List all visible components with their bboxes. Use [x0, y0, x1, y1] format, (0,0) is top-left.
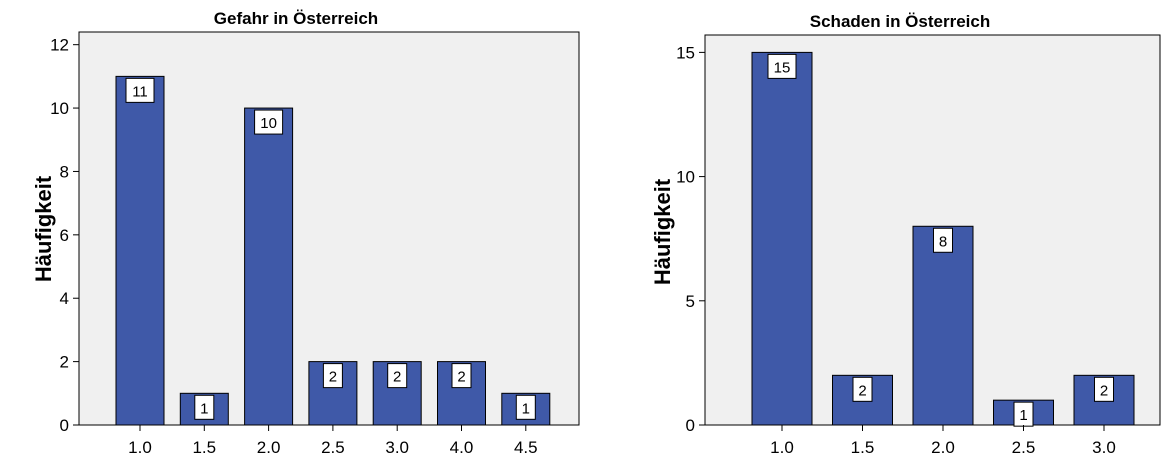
data-label-box	[767, 53, 797, 79]
data-label: 1	[200, 400, 208, 417]
data-label: 8	[939, 233, 947, 250]
data-label-box	[451, 363, 472, 389]
data-label: 2	[457, 369, 465, 386]
data-label-box	[933, 227, 953, 253]
bar	[244, 107, 294, 426]
y-tick-label: 2	[60, 353, 69, 372]
data-label-box	[125, 77, 155, 103]
x-tick-label: 4.5	[514, 438, 538, 457]
data-label-box	[515, 394, 536, 420]
data-label-box	[322, 363, 343, 389]
y-tick-label: 15	[676, 43, 695, 62]
chart-schaden: Schaden in Österreich Häufigkeit 0 5 10 15 …	[650, 12, 1161, 457]
y-axis-label: Häufigkeit	[31, 175, 56, 282]
data-label-box	[387, 363, 408, 389]
x-tick-label: 2.5	[321, 438, 345, 457]
data-label: 10	[260, 115, 277, 132]
chart-title: Gefahr in Österreich	[214, 9, 378, 28]
bars: 15 2 8 1 2	[751, 51, 1135, 427]
y-tick-label: 12	[50, 36, 69, 55]
x-tick-label: 3.0	[385, 438, 409, 457]
data-label: 15	[774, 59, 791, 76]
x-tick-label: 2.5	[1012, 438, 1036, 457]
x-tick-label: 2.0	[931, 438, 955, 457]
y-tick-label: 10	[676, 168, 695, 187]
bar	[751, 51, 813, 426]
y-tick-label: 10	[50, 99, 69, 118]
chart-gefahr: Gefahr in Österreich Häufigkeit 0 2 4 6 8 10 1…	[31, 9, 580, 457]
x-ticks: 1.0 1.5 2.0 2.5 3.0	[770, 425, 1116, 457]
data-label: 1	[1019, 407, 1027, 424]
data-label-box	[254, 109, 284, 135]
data-label: 1	[522, 400, 530, 417]
y-tick-label: 6	[60, 226, 69, 245]
data-label: 2	[393, 369, 401, 386]
x-tick-label: 4.0	[450, 438, 474, 457]
bar	[912, 225, 974, 426]
y-tick-label: 0	[60, 416, 69, 435]
y-axis-label: Häufigkeit	[650, 178, 675, 285]
data-label: 2	[1100, 382, 1108, 399]
bar	[115, 75, 165, 426]
chart-title: Schaden in Österreich	[810, 12, 990, 31]
y-tick-label: 0	[686, 416, 695, 435]
data-label: 11	[132, 83, 148, 100]
data-label: 2	[858, 382, 866, 399]
x-ticks: 1.0 1.5 2.0 2.5 3.0 4.0 4.5	[128, 425, 538, 457]
y-tick-label: 8	[60, 162, 69, 181]
x-tick-label: 1.0	[128, 438, 152, 457]
y-ticks: 0 5 10 15	[676, 43, 705, 435]
x-tick-label: 1.5	[192, 438, 216, 457]
data-label-box	[194, 394, 215, 420]
data-label-box	[852, 376, 873, 402]
x-tick-label: 1.5	[851, 438, 875, 457]
x-tick-label: 2.0	[257, 438, 281, 457]
y-tick-label: 4	[60, 289, 69, 308]
x-tick-label: 3.0	[1092, 438, 1116, 457]
x-tick-label: 1.0	[770, 438, 794, 457]
y-ticks: 0 2 4 6 8 10 12	[50, 36, 79, 435]
y-tick-label: 5	[686, 292, 695, 311]
data-label: 2	[329, 369, 337, 386]
data-label-box	[1094, 376, 1114, 402]
